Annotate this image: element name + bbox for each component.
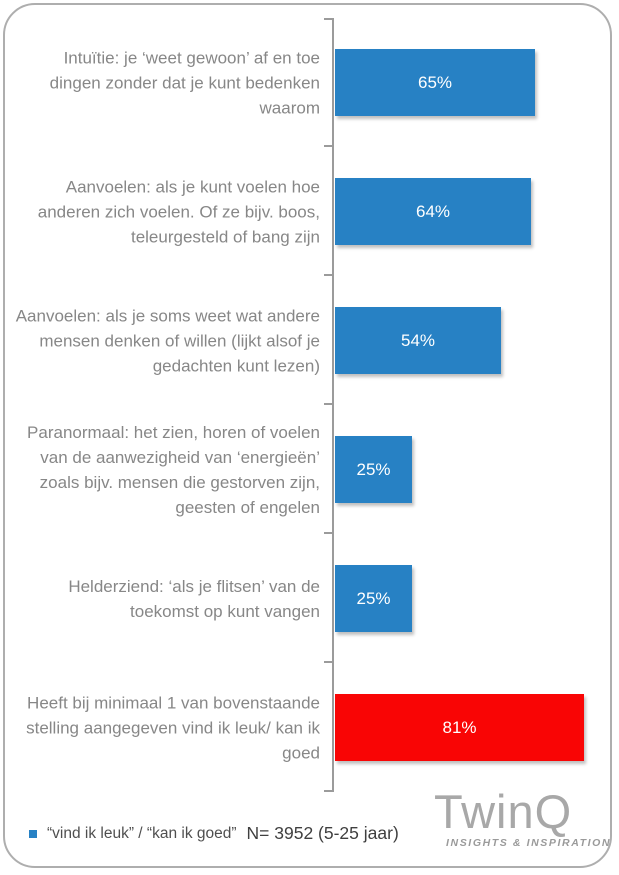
bar-value-label: 25% <box>356 588 391 608</box>
bar: 64% <box>335 178 531 245</box>
bar: 25% <box>335 565 412 632</box>
category-label: Aanvoelen: als je kunt voelen hoe andere… <box>37 177 320 246</box>
chart-row: Helderziend: ‘als je flitsen’ van de toe… <box>5 534 610 663</box>
chart-row: Intuïtie: je ‘weet gewoon’ af en toe din… <box>5 18 610 147</box>
bar: 81% <box>335 694 584 761</box>
chart-row: Heeft bij minimaal 1 van bovenstaande st… <box>5 663 610 792</box>
bar: 54% <box>335 307 501 374</box>
axis-tick <box>324 18 332 20</box>
sample-size-note: N= 3952 (5-25 jaar) <box>246 823 399 843</box>
bar: 65% <box>335 49 535 116</box>
slide-card: Intuïtie: je ‘weet gewoon’ af en toe din… <box>3 3 612 868</box>
bar-value-label: 65% <box>417 72 453 92</box>
logo-text: TwinQ <box>434 785 573 838</box>
chart-row: Aanvoelen: als je soms weet wat andere m… <box>5 276 610 405</box>
category-label: Aanvoelen: als je soms weet wat andere m… <box>15 306 320 375</box>
axis-tick <box>324 661 332 663</box>
bar: 25% <box>335 436 412 503</box>
bar-value-label: 25% <box>356 459 391 479</box>
axis-tick <box>324 403 332 405</box>
twinq-logo: TwinQ INSIGHTS & INSPIRATION <box>434 788 611 849</box>
axis-tick <box>324 274 332 276</box>
legend-bullet-icon <box>29 829 37 838</box>
legend: “vind ik leuk” / “kan ik goed” N= 3952 (… <box>29 823 399 844</box>
axis-tick <box>324 790 332 792</box>
legend-label: “vind ik leuk” / “kan ik goed” <box>47 824 237 842</box>
logo-tagline: INSIGHTS & INSPIRATION <box>446 837 612 849</box>
bar-value-label: 54% <box>400 330 436 350</box>
axis-tick <box>324 532 332 534</box>
bar-value-label: 81% <box>442 717 477 737</box>
chart-row: Paranormaal: het zien, horen of voelen v… <box>5 405 610 534</box>
category-label: Paranormaal: het zien, horen of voelen v… <box>27 422 320 517</box>
chart-row: Aanvoelen: als je kunt voelen hoe andere… <box>5 147 610 276</box>
axis-tick <box>324 145 332 147</box>
category-label: Helderziend: ‘als je flitsen’ van de toe… <box>68 576 320 621</box>
y-axis-line <box>332 18 334 792</box>
category-label: Intuïtie: je ‘weet gewoon’ af en toe din… <box>49 48 320 117</box>
bar-value-label: 64% <box>415 201 451 221</box>
category-label: Heeft bij minimaal 1 van bovenstaande st… <box>26 693 320 762</box>
chart-rows: Intuïtie: je ‘weet gewoon’ af en toe din… <box>5 18 610 792</box>
bar-chart: Intuïtie: je ‘weet gewoon’ af en toe din… <box>5 18 610 792</box>
